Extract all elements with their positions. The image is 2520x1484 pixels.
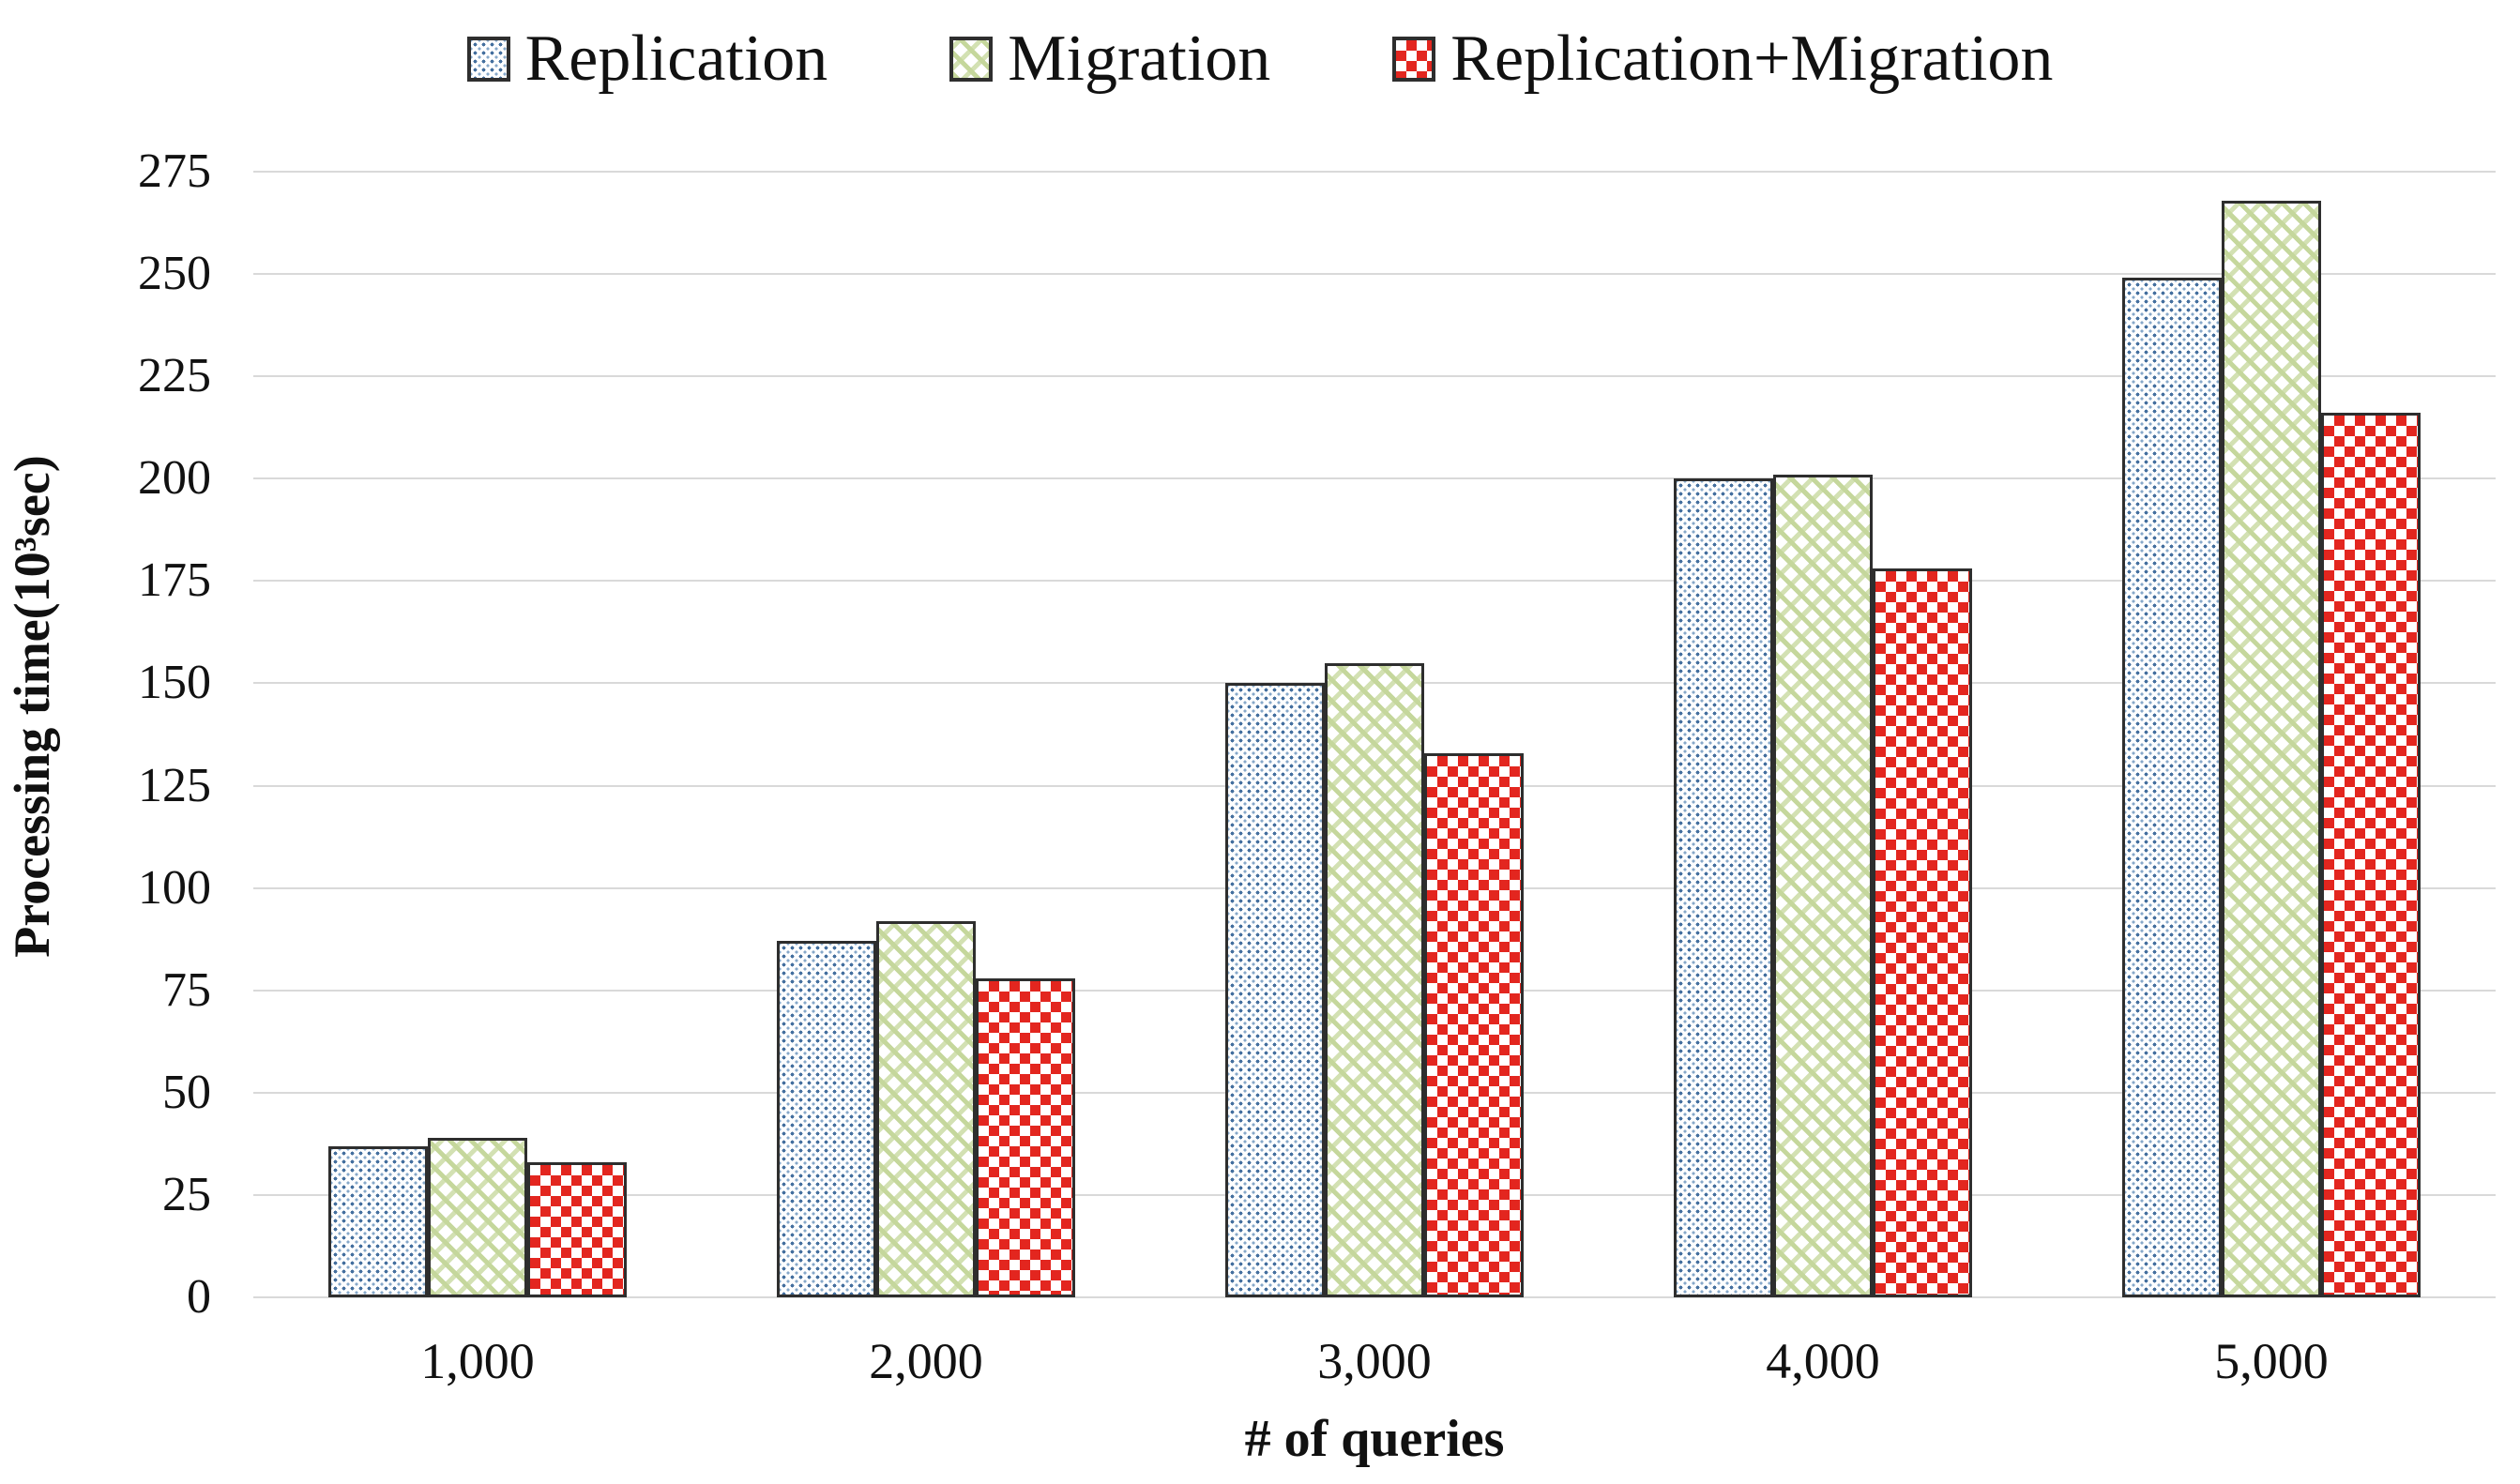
- legend-swatch-icon: [1392, 37, 1436, 82]
- y-tick-label-200: 200: [138, 451, 211, 506]
- bar-migration-4000: [1773, 475, 1873, 1297]
- bar-replication-4000: [1674, 478, 1773, 1297]
- bar-migration-3000: [1325, 663, 1424, 1297]
- gridline-225: [253, 375, 2496, 378]
- bar-replication-migration-1000: [527, 1162, 627, 1297]
- y-tick-label-150: 150: [138, 656, 211, 710]
- bar-replication-migration-4000: [1873, 568, 1972, 1297]
- legend-label: Replication+Migration: [1450, 23, 2054, 95]
- x-tick-label-1000: 1,000: [420, 1333, 535, 1389]
- bar-replication-migration-2000: [976, 978, 1075, 1297]
- legend-item-replication: Replication: [466, 22, 828, 97]
- legend-label: Replication: [524, 23, 828, 95]
- bar-migration-5000: [2222, 201, 2321, 1297]
- bar-replication-1000: [328, 1146, 428, 1297]
- gridline-250: [253, 273, 2496, 276]
- y-tick-label-225: 225: [138, 349, 211, 403]
- y-tick-label-250: 250: [138, 247, 211, 301]
- bar-replication-migration-5000: [2321, 413, 2421, 1297]
- x-tick-label-2000: 2,000: [869, 1333, 983, 1389]
- x-tick-label-3000: 3,000: [1317, 1333, 1432, 1389]
- y-tick-label-175: 175: [138, 553, 211, 608]
- bar-replication-2000: [777, 941, 876, 1297]
- y-tick-label-275: 275: [138, 144, 211, 198]
- bar-migration-1000: [428, 1138, 527, 1297]
- bar-migration-2000: [876, 921, 976, 1297]
- gridline-200: [253, 477, 2496, 480]
- legend-item-replication-migration: Replication+Migration: [1392, 22, 2053, 97]
- x-axis-title: # of queries: [1244, 1410, 1505, 1468]
- y-tick-label-75: 75: [162, 962, 211, 1017]
- bar-cluster-5,000: [2122, 201, 2421, 1297]
- x-tick-label-4000: 4,000: [1766, 1333, 1880, 1389]
- bar-replication-5000: [2122, 278, 2222, 1297]
- bar-replication-migration-3000: [1424, 753, 1524, 1297]
- legend: Replication Migration Replication+Migratio…: [0, 17, 2520, 101]
- legend-swatch-icon: [949, 37, 994, 82]
- y-tick-label-25: 25: [162, 1167, 211, 1221]
- bar-cluster-1,000: [328, 1138, 627, 1297]
- bar-cluster-2,000: [777, 921, 1075, 1297]
- y-axis-ticks: 0 25 50 75 100 125 150 175 200 225 250 275: [0, 0, 211, 1484]
- y-tick-label-125: 125: [138, 758, 211, 812]
- plot-area: [253, 171, 2496, 1298]
- gridline-275: [253, 171, 2496, 173]
- y-tick-label-100: 100: [138, 860, 211, 915]
- bar-replication-3000: [1225, 683, 1325, 1297]
- legend-label: Migration: [1008, 23, 1271, 95]
- y-tick-label-0: 0: [187, 1270, 211, 1324]
- y-tick-label-50: 50: [162, 1065, 211, 1119]
- legend-swatch-icon: [466, 37, 510, 82]
- gridline-0: [253, 1296, 2496, 1298]
- bar-cluster-3,000: [1225, 663, 1524, 1297]
- x-tick-label-5000: 5,000: [2214, 1333, 2329, 1389]
- gridline-175: [253, 580, 2496, 583]
- legend-item-migration: Migration: [949, 22, 1270, 97]
- bar-cluster-4,000: [1674, 475, 1972, 1297]
